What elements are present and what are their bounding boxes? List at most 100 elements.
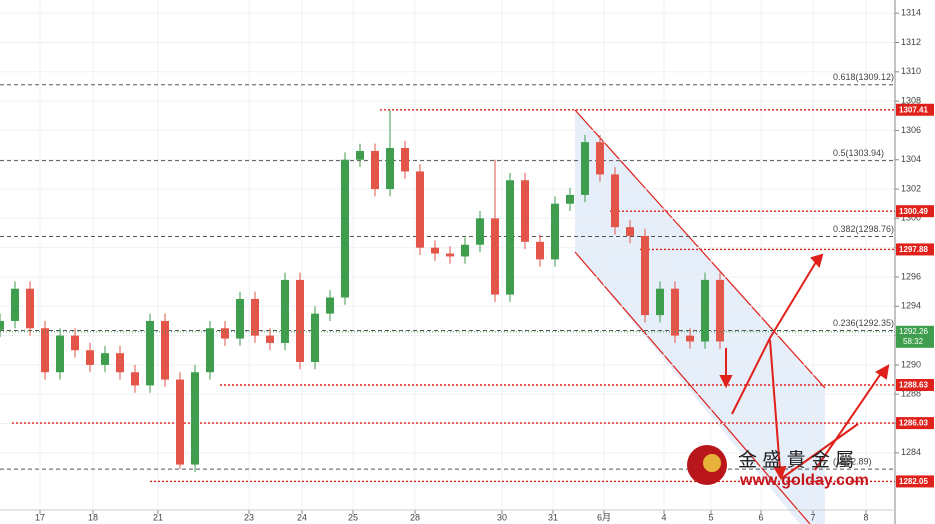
level-tag-label: 1288.63 — [899, 381, 928, 390]
arrow — [769, 339, 781, 471]
candle-body — [191, 372, 199, 465]
arrow — [814, 371, 883, 471]
candle-body — [536, 241, 544, 260]
y-tick-label: 1304 — [901, 154, 921, 164]
candle-body — [281, 279, 289, 343]
x-tick-label: 5 — [708, 512, 713, 522]
candle-body — [26, 288, 34, 329]
candle-body — [476, 218, 484, 245]
candle-body — [566, 194, 574, 204]
y-tick-label: 1284 — [901, 447, 921, 457]
y-tick-label: 1312 — [901, 37, 921, 47]
candle-body — [41, 328, 49, 373]
candle-body — [206, 328, 214, 373]
x-tick-label: 6月 — [597, 512, 611, 522]
fib-label: (1282.89) — [833, 456, 872, 466]
candle-body — [236, 298, 244, 339]
candle-body — [356, 150, 364, 160]
candle-body — [611, 174, 619, 228]
candle-body — [656, 288, 664, 316]
y-tick-label: 1290 — [901, 359, 921, 369]
fib-label: 0.236(1292.35) — [833, 318, 894, 328]
x-tick-label: 31 — [548, 512, 558, 522]
candle-body — [371, 150, 379, 190]
x-tick-label: 8 — [863, 512, 868, 522]
x-tick-label: 24 — [297, 512, 307, 522]
candle-body — [176, 379, 184, 465]
candle-body — [491, 218, 499, 295]
fib-label: 0.618(1309.12) — [833, 72, 894, 82]
candle-body — [701, 279, 709, 342]
channel-lower — [574, 251, 811, 524]
last-price-tag — [896, 325, 934, 348]
arrows — [719, 253, 890, 481]
level-tag — [896, 205, 934, 218]
y-tick-label: 1294 — [901, 301, 921, 311]
level-tag-label: 1307.41 — [899, 105, 928, 114]
channel-fill — [575, 110, 825, 524]
candle-body — [671, 288, 679, 336]
level-tag — [896, 417, 934, 430]
y-tick-label: 1288 — [901, 389, 921, 399]
fib-label: 0.5(1303.94) — [833, 148, 884, 158]
x-tick-label: 7 — [810, 512, 815, 522]
candle-body — [146, 320, 154, 386]
x-tick-label: 25 — [348, 512, 358, 522]
level-tag — [896, 243, 934, 256]
y-tick-label: 1308 — [901, 95, 921, 105]
candle-body — [341, 159, 349, 298]
y-tick-label: 1296 — [901, 271, 921, 281]
y-tick-label: 1314 — [901, 8, 921, 18]
candle-body — [581, 142, 589, 195]
candle-body — [551, 203, 559, 260]
level-tag-label: 1300.49 — [899, 207, 928, 216]
brand-name: 金 盛 貴 金 屬 — [738, 449, 854, 471]
arrow — [769, 261, 817, 339]
level-tag-label: 1282.05 — [899, 477, 928, 486]
last-price-timer: 58:32 — [903, 337, 924, 346]
candle-body — [461, 244, 469, 257]
candle-body — [686, 335, 694, 342]
y-tick-label: 1302 — [901, 183, 921, 193]
plot — [0, 0, 895, 510]
candle-body — [161, 320, 169, 380]
arrow-head — [810, 253, 824, 269]
candle-body — [716, 279, 724, 342]
last-price-label: 1292.26 — [899, 327, 928, 336]
level-tag — [896, 103, 934, 116]
candle-body — [0, 320, 4, 330]
candle-body — [416, 171, 424, 248]
candle-body — [101, 353, 109, 365]
candle-body — [641, 235, 649, 316]
candle-body — [56, 335, 64, 373]
arrow — [781, 423, 859, 479]
arrow-head — [773, 465, 787, 481]
y-tick-label: 1306 — [901, 125, 921, 135]
candle-body — [131, 372, 139, 386]
candle-body — [626, 227, 634, 236]
logo-inner — [703, 454, 721, 472]
x-tick-label: 18 — [88, 512, 98, 522]
candle-body — [521, 180, 529, 242]
x-tick-label: 17 — [35, 512, 45, 522]
arrow — [731, 337, 771, 415]
candle-body — [326, 297, 334, 314]
candle-body — [596, 142, 604, 175]
candle-body — [311, 313, 319, 362]
candle-body — [86, 350, 94, 365]
candle-body — [71, 335, 79, 351]
candle-body — [431, 247, 439, 254]
x-tick-label: 4 — [661, 512, 666, 522]
candle-body — [11, 288, 19, 321]
level-tag — [896, 378, 934, 391]
candle-body — [296, 279, 304, 362]
level-tag-label: 1297.88 — [899, 245, 928, 254]
fib-label: 0.382(1298.76) — [833, 224, 894, 234]
y-tick-label: 1300 — [901, 213, 921, 223]
x-tick-label: 21 — [153, 512, 163, 522]
x-tick-label: 28 — [410, 512, 420, 522]
candle-body — [116, 353, 124, 373]
candle-body — [401, 148, 409, 172]
y-tick-label: 1310 — [901, 66, 921, 76]
